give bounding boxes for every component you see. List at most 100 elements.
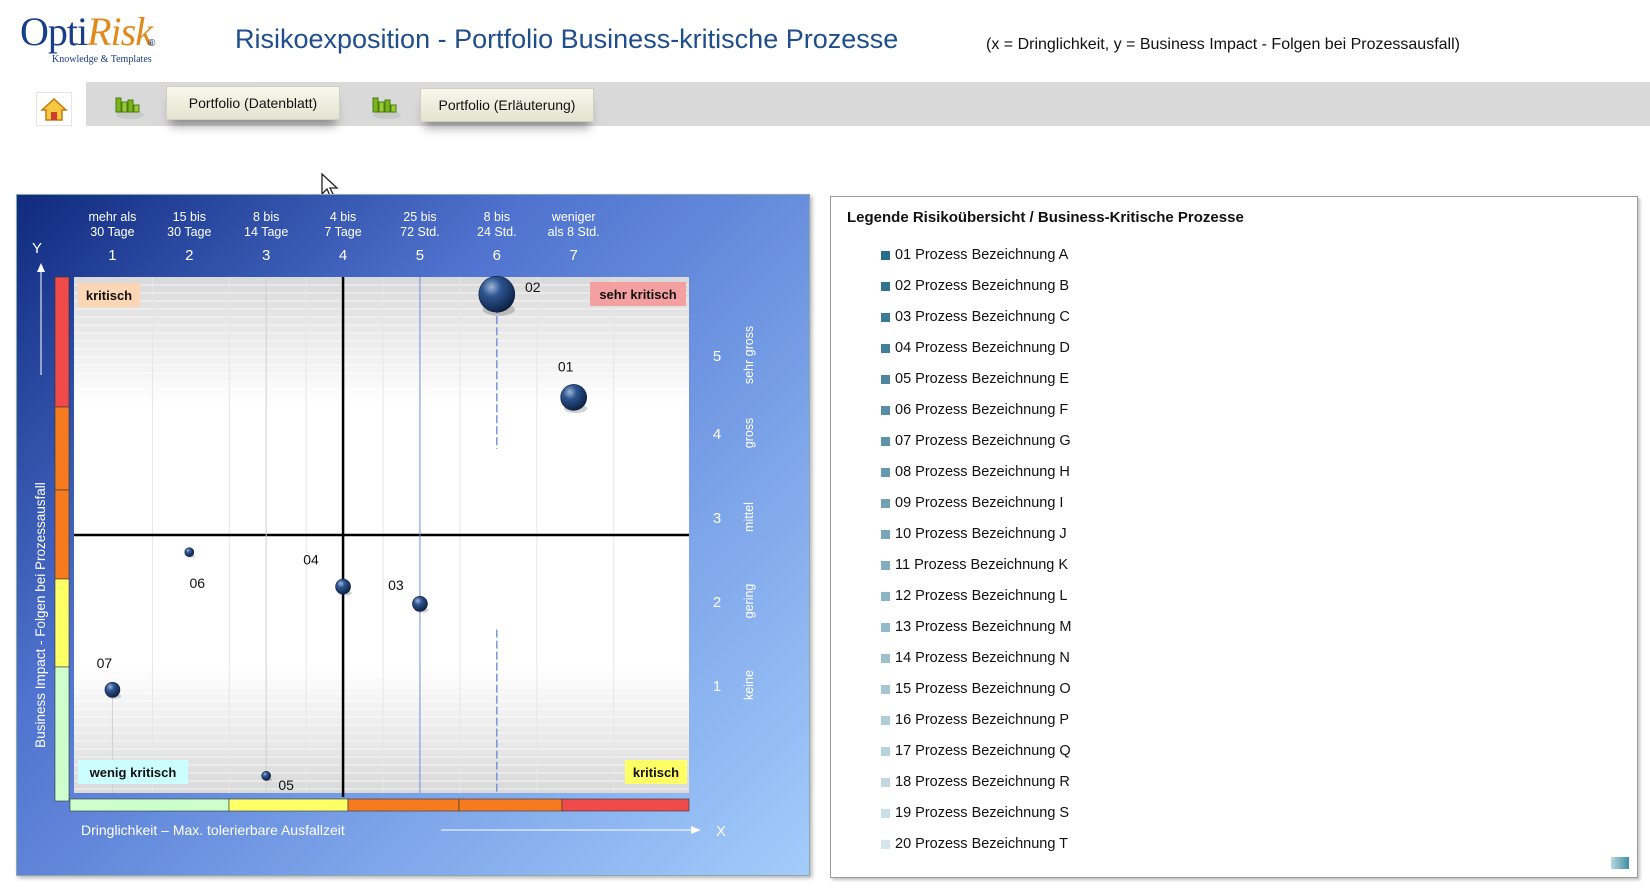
y-tick-label: keine [742, 670, 756, 700]
legend-title: Legende Risikoübersicht / Business-Kriti… [847, 209, 1244, 226]
legend-swatch [881, 343, 890, 353]
y-tick-label: gering [742, 584, 756, 619]
quadrant-label-bottom-left-box [78, 760, 188, 784]
legend-item: 13 Prozess Bezeichnung M [881, 619, 1072, 635]
quadrant-label-bottom-right: kritisch [633, 765, 679, 780]
risk-portfolio-chart: mehr als 30 Tage 1 15 bis 30 Tage 2 8 bis 14 Ta… [16, 194, 810, 876]
quadrant-label-top-right-box [590, 282, 686, 306]
legend-item: 11 Prozess Bezeichnung K [881, 557, 1068, 573]
legend-label: 14 Prozess Bezeichnung N [895, 650, 1070, 666]
bubble-label: 05 [278, 777, 294, 793]
legend-item: 01 Prozess Bezeichnung A [881, 247, 1068, 263]
bubble-07 [104, 681, 121, 698]
bubble-02 [478, 275, 516, 313]
urgency-color-segment [228, 798, 349, 812]
impact-color-segment [54, 406, 70, 491]
x-tick-label: mehr als [88, 210, 136, 224]
y-tick-number: 5 [713, 348, 721, 365]
urgency-color-segment [561, 798, 690, 812]
x-tick-number: 5 [416, 247, 424, 264]
x-tick-label: 14 Tage [244, 225, 288, 239]
corner-marker [1611, 857, 1629, 869]
bubble-label: 02 [525, 279, 541, 295]
urgency-color-segment [69, 798, 230, 812]
legend-label: 15 Prozess Bezeichnung O [895, 681, 1071, 697]
legend-swatch [881, 436, 890, 446]
legend-label: 06 Prozess Bezeichnung F [895, 402, 1069, 418]
x-tick-label: 24 Std. [477, 225, 517, 239]
impact-color-segment [54, 666, 70, 802]
bubble-06 [184, 547, 195, 558]
quadrant-label-top-left-box [78, 283, 140, 307]
quadrant-label-bottom-right-box [625, 760, 687, 784]
legend-item: 19 Prozess Bezeichnung S [881, 805, 1069, 821]
legend-swatch [881, 684, 890, 694]
legend-swatch [881, 250, 890, 260]
legend-panel: Legende Risikoübersicht / Business-Kriti… [830, 196, 1638, 878]
x-tick-label: 30 Tage [90, 225, 134, 239]
legend-swatch [881, 839, 890, 849]
y-axis-label: Business Impact - Folgen bei Prozessausf… [33, 482, 48, 748]
urgency-color-segment [458, 798, 563, 812]
bubble-05 [261, 770, 271, 781]
y-tick-label: sehr gross [742, 326, 756, 384]
portfolio-datenblatt-button[interactable]: Portfolio (Datenblatt) [166, 86, 340, 120]
x-tick-number: 6 [493, 247, 501, 264]
legend-item: 18 Prozess Bezeichnung R [881, 774, 1070, 790]
legend-item: 05 Prozess Bezeichnung E [881, 371, 1069, 387]
legend-item: 04 Prozess Bezeichnung D [881, 340, 1070, 356]
y-tick-number: 2 [713, 594, 721, 611]
legend-swatch [881, 746, 890, 756]
toolbar [86, 82, 1650, 126]
x-tick-label: 7 Tage [324, 225, 361, 239]
legend-item: 15 Prozess Bezeichnung O [881, 681, 1071, 697]
page-subtitle: (x = Dringlichkeit, y = Business Impact … [986, 36, 1460, 53]
legend-swatch [881, 560, 890, 570]
legend-label: 07 Prozess Bezeichnung G [895, 433, 1071, 449]
legend-item: 09 Prozess Bezeichnung I [881, 495, 1063, 511]
bubble-03 [412, 595, 428, 612]
legend-label: 18 Prozess Bezeichnung R [895, 774, 1070, 790]
legend-label: 09 Prozess Bezeichnung I [895, 495, 1064, 511]
bubble-01 [560, 384, 587, 411]
legend-label: 12 Prozess Bezeichnung L [895, 588, 1068, 604]
chart-icon-erlaeuterung[interactable] [367, 88, 401, 120]
legend-item: 10 Prozess Bezeichnung J [881, 526, 1067, 542]
legend-label: 13 Prozess Bezeichnung M [895, 619, 1072, 635]
y-tick-number: 3 [713, 510, 721, 527]
legend-swatch [881, 281, 890, 291]
logo-risk: Risk [87, 9, 153, 54]
y-tick-number: 4 [713, 426, 721, 443]
legend-swatch [881, 591, 890, 601]
legend-swatch [881, 808, 890, 818]
legend-swatch [881, 374, 890, 384]
legend-item: 14 Prozess Bezeichnung N [881, 650, 1070, 666]
x-tick-label: als 8 Std. [548, 225, 600, 239]
bubble-label: 06 [190, 575, 206, 591]
legend-swatch [881, 622, 890, 632]
bubble-04 [335, 578, 351, 595]
y-tick-label: mittel [742, 502, 756, 532]
page-title: Risikoexposition - Portfolio Business-kr… [235, 24, 899, 54]
quadrant-label-top-right: sehr kritisch [599, 287, 676, 302]
portfolio-erlaeuterung-button[interactable]: Portfolio (Erläuterung) [420, 88, 594, 122]
legend-label: 02 Prozess Bezeichnung B [895, 278, 1070, 294]
legend-item: 03 Prozess Bezeichnung C [881, 309, 1070, 325]
legend-item: 08 Prozess Bezeichnung H [881, 464, 1070, 480]
x-tick-label: 4 bis [330, 210, 356, 224]
bubble-label: 03 [388, 577, 404, 593]
legend-label: 10 Prozess Bezeichnung J [895, 526, 1067, 542]
x-tick-label: 8 bis [484, 210, 510, 224]
legend-swatch [881, 498, 890, 508]
legend-label: 11 Prozess Bezeichnung K [895, 557, 1069, 573]
legend-label: 01 Prozess Bezeichnung A [895, 247, 1069, 263]
x-tick-label: 8 bis [253, 210, 279, 224]
optirisk-logo: OptiRisk ® Knowledge & Templates [20, 8, 160, 68]
home-button[interactable] [36, 92, 72, 126]
y-tick-number: 1 [713, 678, 721, 695]
chart-icon-datenblatt[interactable] [110, 88, 144, 120]
x-axis-arrowhead [691, 826, 701, 834]
x-axis-symbol: X [716, 823, 726, 840]
bubble-label: 07 [97, 655, 113, 671]
